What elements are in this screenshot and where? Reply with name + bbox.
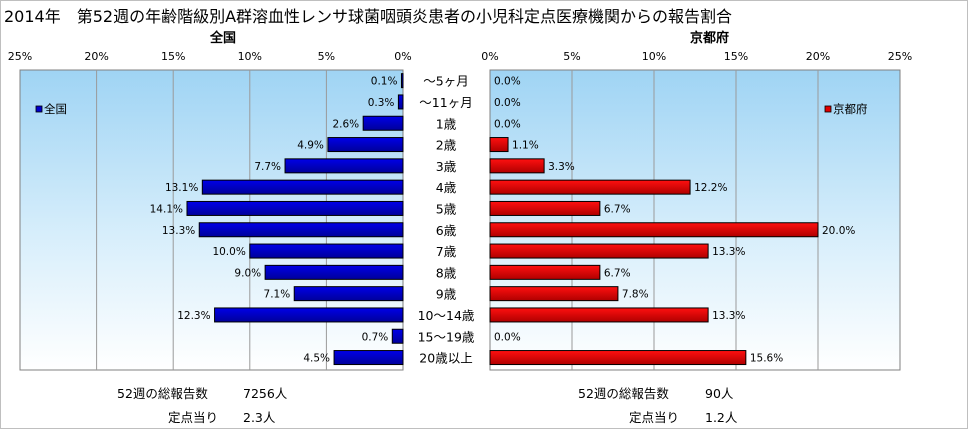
left-legend-label: 全国 <box>44 102 67 116</box>
left-data-label: 7.7% <box>254 161 281 173</box>
left-data-label: 4.9% <box>297 140 324 152</box>
right-bar <box>489 200 601 216</box>
right-tick-label: 15% <box>724 50 748 63</box>
right-bar <box>489 222 819 238</box>
right-data-label: 13.3% <box>712 310 745 322</box>
category-label: 9歳 <box>436 287 457 302</box>
left-bar <box>284 158 404 174</box>
left-data-label: 14.1% <box>150 203 183 215</box>
left-tick-label: 15% <box>161 50 185 63</box>
right-bar <box>489 264 601 280</box>
right-data-label: 0.0% <box>494 97 521 109</box>
right-bar <box>489 243 709 259</box>
left-tick-label: 0% <box>394 50 411 63</box>
right-data-label: 0.0% <box>494 331 521 343</box>
left-plot-area <box>19 69 404 371</box>
left-bar <box>249 243 404 259</box>
right-tick-label: 5% <box>563 50 580 63</box>
category-label: 7歳 <box>436 244 457 259</box>
left-data-label: 7.1% <box>264 289 291 301</box>
category-label: 10～14歳 <box>418 308 475 323</box>
left-panel-title: 全国 <box>210 31 237 46</box>
right-data-label: 1.1% <box>512 140 539 152</box>
left-bar <box>333 350 404 366</box>
left-bar <box>391 328 404 344</box>
right-data-label: 6.7% <box>604 203 631 215</box>
right-data-label: 7.8% <box>622 289 649 301</box>
left-bar <box>186 200 404 216</box>
left-bar <box>293 286 404 302</box>
category-label: 15～19歳 <box>418 329 475 344</box>
left-bar <box>397 94 404 110</box>
category-label: 2歳 <box>436 138 457 153</box>
right-tick-label: 0% <box>481 50 498 63</box>
right-tick-label: 25% <box>888 50 912 63</box>
category-label: 8歳 <box>436 265 457 280</box>
left-bar <box>362 115 404 131</box>
left-data-label: 0.3% <box>368 97 395 109</box>
left-per-value: 2.3人 <box>243 410 276 425</box>
left-total-label: 52週の総報告数 <box>117 386 208 401</box>
left-data-label: 10.0% <box>212 246 245 258</box>
left-data-label: 12.3% <box>177 310 210 322</box>
left-bar <box>264 264 404 280</box>
right-data-label: 12.2% <box>694 182 727 194</box>
category-label: 1歳 <box>436 116 457 131</box>
left-bar <box>214 307 404 323</box>
left-data-label: 9.0% <box>234 267 261 279</box>
right-data-label: 0.0% <box>494 76 521 88</box>
right-bar <box>489 158 545 174</box>
left-bar <box>327 137 404 153</box>
right-bar <box>489 179 691 195</box>
right-bar <box>489 350 747 366</box>
left-data-label: 0.1% <box>371 76 398 88</box>
right-per-value: 1.2人 <box>705 410 738 425</box>
right-per-label: 定点当り <box>629 410 680 425</box>
left-bar <box>400 73 404 89</box>
category-label: ～11ヶ月 <box>419 95 472 110</box>
right-tick-label: 20% <box>806 50 830 63</box>
category-label: 20歳以上 <box>419 351 472 366</box>
right-total-label: 52週の総報告数 <box>578 386 669 401</box>
left-data-label: 13.3% <box>162 225 195 237</box>
right-data-label: 0.0% <box>494 118 521 130</box>
right-legend-label: 京都府 <box>833 102 868 116</box>
left-tick-label: 10% <box>238 50 262 63</box>
left-tick-label: 20% <box>84 50 108 63</box>
right-tick-label: 10% <box>642 50 666 63</box>
category-label: 5歳 <box>436 201 457 216</box>
right-bar <box>489 137 509 153</box>
left-bar <box>198 222 404 238</box>
right-panel-title: 京都府 <box>690 31 730 46</box>
category-label: ～5ヶ月 <box>423 74 468 89</box>
right-bar <box>489 286 619 302</box>
left-data-label: 13.1% <box>165 182 198 194</box>
right-bar <box>489 307 709 323</box>
right-data-label: 6.7% <box>604 267 631 279</box>
left-data-label: 4.5% <box>303 353 330 365</box>
category-label: 4歳 <box>436 180 457 195</box>
category-label: 6歳 <box>436 223 457 238</box>
left-legend-swatch <box>35 105 43 113</box>
right-total-value: 90人 <box>705 386 734 401</box>
right-data-label: 3.3% <box>548 161 575 173</box>
left-bar <box>201 179 404 195</box>
right-data-label: 15.6% <box>750 353 783 365</box>
left-data-label: 2.6% <box>332 118 359 130</box>
left-tick-label: 5% <box>318 50 335 63</box>
left-per-label: 定点当り <box>168 410 219 425</box>
left-total-value: 7256人 <box>243 386 288 401</box>
category-label: 3歳 <box>436 159 457 174</box>
left-data-label: 0.7% <box>362 331 389 343</box>
right-data-label: 20.0% <box>822 225 855 237</box>
chart-title: 2014年 第52週の年齢階級別A群溶血性レンサ球菌咽頭炎患者の小児科定点医療機… <box>4 7 733 26</box>
right-data-label: 13.3% <box>712 246 745 258</box>
left-tick-label: 25% <box>8 50 32 63</box>
right-legend-swatch <box>824 105 832 113</box>
